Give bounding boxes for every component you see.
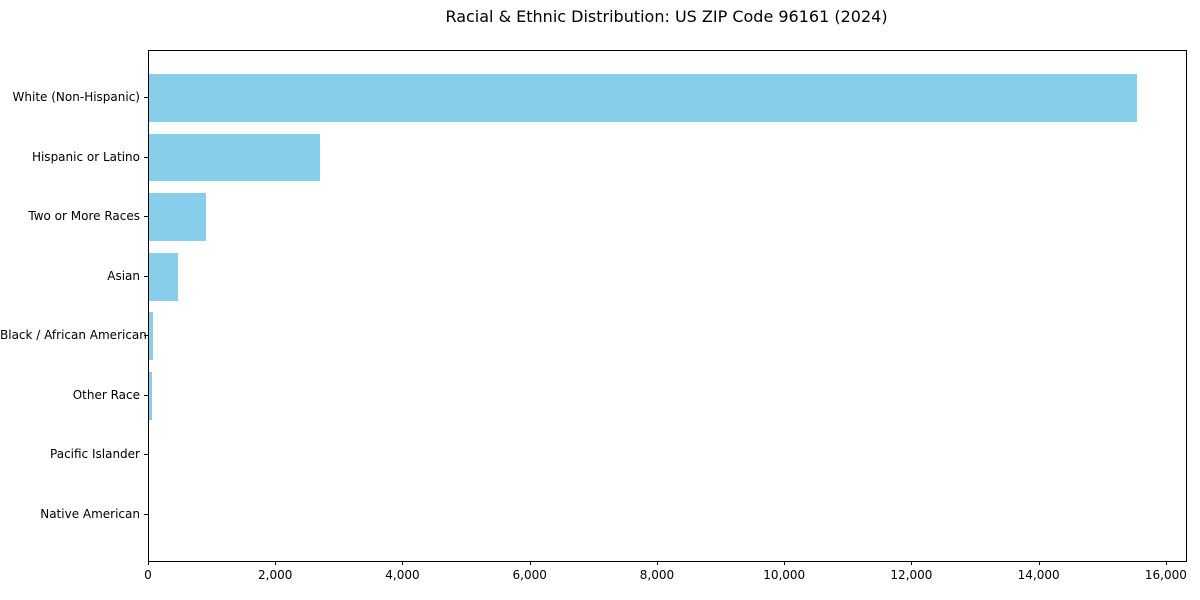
x-axis-tick bbox=[275, 561, 277, 565]
y-axis-label: Native American bbox=[40, 506, 140, 521]
y-axis-tick bbox=[144, 216, 148, 218]
plot-area bbox=[148, 50, 1187, 562]
x-axis-tick-label: 16,000 bbox=[1144, 568, 1187, 582]
x-axis-tick-label: 4,000 bbox=[385, 568, 420, 582]
x-axis-tick bbox=[402, 561, 404, 565]
y-axis-tick bbox=[144, 156, 148, 158]
x-axis-tick bbox=[1038, 561, 1040, 565]
x-axis-tick bbox=[784, 561, 786, 565]
x-axis-tick bbox=[148, 561, 149, 565]
y-axis-tick bbox=[144, 454, 148, 456]
y-axis-tick bbox=[144, 275, 148, 277]
bar-black-african-american bbox=[149, 312, 153, 361]
x-axis-tick-label: 10,000 bbox=[763, 568, 806, 582]
y-axis-tick bbox=[144, 513, 148, 515]
x-axis-tick-label: 6,000 bbox=[512, 568, 547, 582]
x-axis-tick-label: 0 bbox=[144, 568, 152, 582]
y-axis-tick bbox=[144, 335, 148, 337]
y-axis-label: Black / African American bbox=[0, 328, 147, 343]
bar-asian bbox=[149, 252, 178, 301]
bar-two-or-more-races bbox=[149, 193, 206, 241]
bar-hispanic-or-latino bbox=[149, 133, 320, 182]
y-axis-tick bbox=[144, 97, 148, 98]
x-axis-tick-label: 2,000 bbox=[258, 568, 293, 582]
x-axis-tick-label: 12,000 bbox=[890, 568, 933, 582]
chart-title: Racial & Ethnic Distribution: US ZIP Cod… bbox=[445, 7, 888, 26]
x-axis-tick bbox=[529, 561, 531, 565]
y-axis-label: Other Race bbox=[72, 387, 140, 402]
y-axis-label: White (Non-Hispanic) bbox=[12, 90, 140, 104]
bar-white-non-hispanic bbox=[149, 74, 1137, 122]
y-axis-label: Pacific Islander bbox=[50, 447, 140, 462]
x-axis-tick-label: 8,000 bbox=[639, 568, 675, 582]
y-axis-label: Hispanic or Latino bbox=[31, 149, 140, 164]
x-axis-tick bbox=[1165, 561, 1167, 565]
y-axis-tick bbox=[144, 394, 148, 396]
x-axis-tick-label: 14,000 bbox=[1017, 568, 1060, 582]
y-axis-label: Asian bbox=[107, 268, 140, 283]
x-axis-tick bbox=[656, 561, 658, 565]
bar-other-race bbox=[149, 372, 152, 420]
x-axis-tick bbox=[911, 561, 913, 565]
y-axis-label: Two or More Races bbox=[28, 209, 140, 224]
